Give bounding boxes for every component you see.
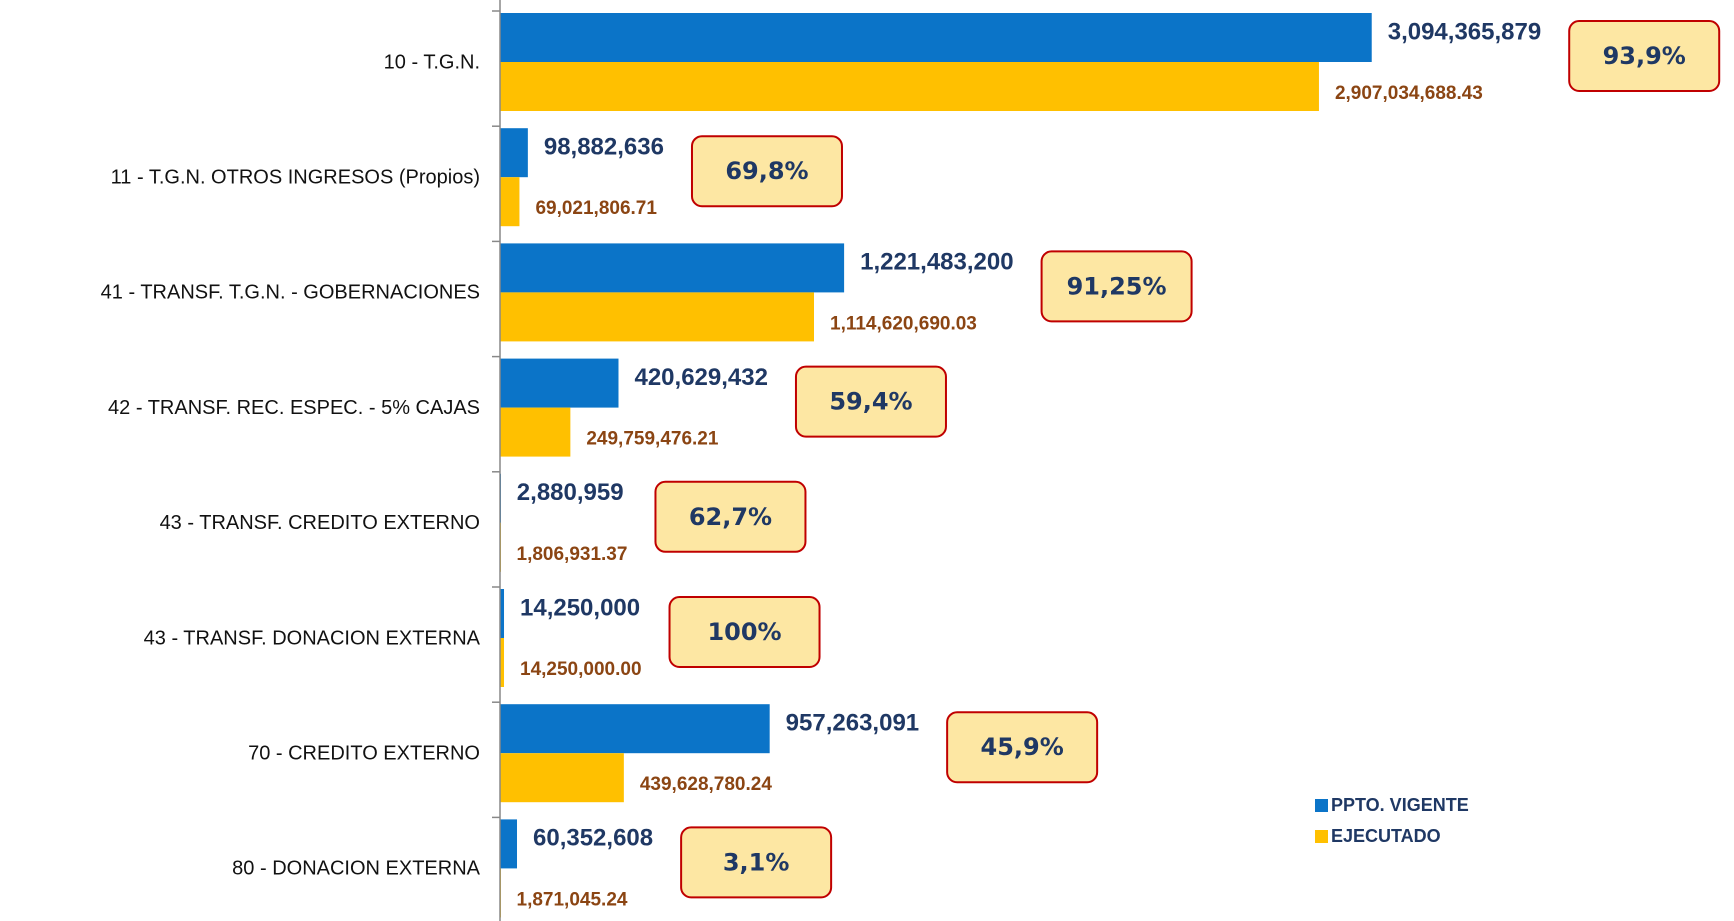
- legend-box: [1250, 783, 1565, 858]
- bar: [500, 358, 619, 408]
- value-label: 14,250,000.00: [520, 659, 642, 680]
- value-label: 1,221,483,200: [860, 249, 1013, 276]
- category-label: 80 - DONACION EXTERNA: [232, 858, 480, 880]
- percent-box: [794, 365, 947, 438]
- legend-swatch: [1315, 799, 1328, 812]
- bar: [500, 13, 1372, 62]
- category-label: 42 - TRANSF. REC. ESPEC. - 5% CAJAS: [108, 397, 480, 419]
- percent-box: [1568, 20, 1721, 92]
- legend-label: EJECUTADO: [1331, 826, 1441, 846]
- percent-box: [1040, 250, 1193, 323]
- value-label: 420,629,432: [634, 364, 767, 391]
- value-label: 98,882,636: [544, 134, 664, 161]
- percent-label: 91,25%: [1067, 272, 1167, 300]
- bar: [500, 177, 520, 227]
- percent-label: 69,8%: [725, 157, 808, 185]
- value-label: 439,628,780.24: [640, 774, 773, 795]
- category-label: 43 - TRANSF. CREDITO EXTERNO: [160, 512, 480, 534]
- category-label: 70 - CREDITO EXTERNO: [248, 742, 480, 764]
- bar: [500, 589, 505, 638]
- bar: [500, 819, 518, 869]
- bar: [500, 292, 815, 342]
- percent-label: 3,1%: [723, 848, 790, 876]
- value-label: 60,352,608: [533, 825, 653, 852]
- value-label: 249,759,476.21: [586, 429, 719, 450]
- value-label: 3,094,365,879: [1388, 18, 1541, 45]
- bar: [500, 243, 845, 293]
- category-label: 41 - TRANSF. T.G.N. - GOBERNACIONES: [101, 282, 480, 304]
- percent-label: 62,7%: [689, 503, 772, 531]
- percent-label: 45,9%: [981, 733, 1064, 761]
- percent-box: [654, 480, 807, 553]
- value-label: 2,880,959: [517, 479, 624, 506]
- value-label: 957,263,091: [786, 710, 919, 737]
- bar: [500, 638, 505, 687]
- percent-label: 93,9%: [1603, 42, 1686, 70]
- category-label: 11 - T.G.N. OTROS INGRESOS (Propios): [111, 166, 480, 188]
- bar: [500, 128, 528, 178]
- percent-box: [690, 135, 843, 208]
- bar: [500, 407, 571, 457]
- category-label: 43 - TRANSF. DONACION EXTERNA: [144, 627, 481, 649]
- value-label: 1,114,620,690.03: [830, 313, 977, 334]
- percent-box: [680, 826, 833, 899]
- bar: [500, 704, 770, 754]
- percent-label: 100%: [707, 618, 781, 646]
- bar: [500, 753, 624, 803]
- value-label: 1,806,931.37: [517, 544, 628, 565]
- value-label: 69,021,806.71: [535, 198, 657, 219]
- value-label: 1,871,045.24: [517, 889, 628, 910]
- bar: [500, 62, 1319, 111]
- percent-box: [946, 711, 1099, 784]
- legend-label: PPTO. VIGENTE: [1331, 795, 1469, 815]
- percent-label: 59,4%: [829, 388, 912, 416]
- category-label: 10 - T.G.N.: [384, 51, 480, 73]
- value-label: 2,907,034,688.43: [1335, 83, 1483, 104]
- value-label: 14,250,000: [520, 594, 640, 621]
- legend-swatch: [1315, 830, 1328, 843]
- percent-box: [668, 596, 821, 668]
